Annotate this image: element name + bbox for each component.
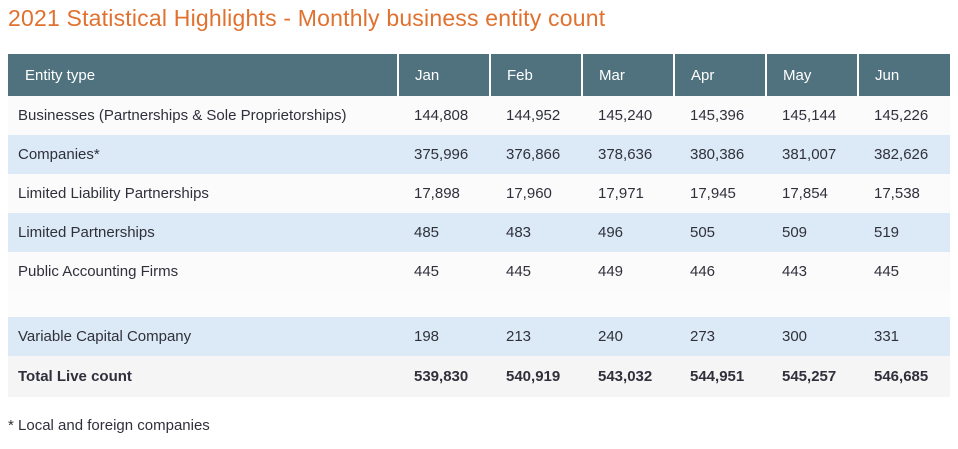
entity-count-table: Entity type Jan Feb Mar Apr May Jun Businesses… bbox=[8, 54, 950, 397]
value-cell: 449 bbox=[582, 252, 674, 291]
table-row: Businesses (Partnerships & Sole Propriet… bbox=[8, 96, 950, 135]
value-cell: 445 bbox=[490, 252, 582, 291]
footnote: * Local and foreign companies bbox=[8, 417, 210, 434]
table-body: Businesses (Partnerships & Sole Propriet… bbox=[8, 96, 950, 397]
value-cell: 144,952 bbox=[490, 96, 582, 135]
table-row: Companies* 375,996 376,866 378,636 380,386 38… bbox=[8, 135, 950, 174]
value-cell: 213 bbox=[490, 317, 582, 356]
table-row: Variable Capital Company 198 213 240 273 300 3… bbox=[8, 317, 950, 356]
value-cell bbox=[766, 291, 858, 317]
row-label-cell: Public Accounting Firms bbox=[8, 252, 398, 291]
value-cell bbox=[674, 291, 766, 317]
value-cell: 375,996 bbox=[398, 135, 490, 174]
header-cell-month: Mar bbox=[581, 54, 674, 96]
row-label-cell bbox=[8, 291, 398, 317]
page: 2021 Statistical Highlights - Monthly bu… bbox=[8, 5, 950, 434]
value-cell: 382,626 bbox=[858, 135, 950, 174]
value-cell: 17,971 bbox=[582, 174, 674, 213]
value-cell: 17,960 bbox=[490, 174, 582, 213]
value-cell: 17,854 bbox=[766, 174, 858, 213]
value-cell: 485 bbox=[398, 213, 490, 252]
row-label-cell: Companies* bbox=[8, 135, 398, 174]
header-cell-entity-type: Entity type bbox=[8, 54, 398, 96]
row-label-cell: Limited Liability Partnerships bbox=[8, 174, 398, 213]
table-header-row: Entity type Jan Feb Mar Apr May Jun bbox=[8, 54, 950, 96]
header-cell-month: Feb bbox=[489, 54, 582, 96]
table-header: Entity type Jan Feb Mar Apr May Jun bbox=[8, 54, 950, 96]
value-cell: 145,226 bbox=[858, 96, 950, 135]
value-cell: 519 bbox=[858, 213, 950, 252]
value-cell: 17,898 bbox=[398, 174, 490, 213]
value-cell: 380,386 bbox=[674, 135, 766, 174]
page-title: 2021 Statistical Highlights - Monthly bu… bbox=[8, 5, 606, 31]
value-cell bbox=[398, 291, 490, 317]
value-cell: 505 bbox=[674, 213, 766, 252]
value-cell bbox=[858, 291, 950, 317]
value-cell: 240 bbox=[582, 317, 674, 356]
header-cell-month: Jun bbox=[857, 54, 950, 96]
value-cell: 483 bbox=[490, 213, 582, 252]
value-cell: 331 bbox=[858, 317, 950, 356]
value-cell: 376,866 bbox=[490, 135, 582, 174]
table-row: Limited Liability Partnerships 17,898 17,9… bbox=[8, 174, 950, 213]
value-cell: 17,945 bbox=[674, 174, 766, 213]
header-cell-month: Jan bbox=[397, 54, 490, 96]
header-cell-month: Apr bbox=[673, 54, 766, 96]
header-cell-month: May bbox=[765, 54, 858, 96]
value-cell: 443 bbox=[766, 252, 858, 291]
value-cell: 496 bbox=[582, 213, 674, 252]
value-cell: 509 bbox=[766, 213, 858, 252]
value-cell: 17,538 bbox=[858, 174, 950, 213]
value-cell: 539,830 bbox=[398, 356, 490, 397]
row-label-cell: Variable Capital Company bbox=[8, 317, 398, 356]
value-cell: 544,951 bbox=[674, 356, 766, 397]
row-label-cell: Total Live count bbox=[8, 356, 398, 397]
total-row: Total Live count 539,830 540,919 543,032 544… bbox=[8, 356, 950, 397]
value-cell: 145,396 bbox=[674, 96, 766, 135]
row-label-cell: Limited Partnerships bbox=[8, 213, 398, 252]
value-cell: 543,032 bbox=[582, 356, 674, 397]
value-cell: 545,257 bbox=[766, 356, 858, 397]
value-cell: 273 bbox=[674, 317, 766, 356]
value-cell bbox=[490, 291, 582, 317]
value-cell: 446 bbox=[674, 252, 766, 291]
value-cell: 378,636 bbox=[582, 135, 674, 174]
value-cell: 300 bbox=[766, 317, 858, 356]
value-cell: 145,144 bbox=[766, 96, 858, 135]
spacer-row bbox=[8, 291, 950, 317]
value-cell: 144,808 bbox=[398, 96, 490, 135]
value-cell: 198 bbox=[398, 317, 490, 356]
value-cell: 445 bbox=[398, 252, 490, 291]
value-cell: 546,685 bbox=[858, 356, 950, 397]
value-cell bbox=[582, 291, 674, 317]
table-row: Limited Partnerships 485 483 496 505 509 519 bbox=[8, 213, 950, 252]
value-cell: 381,007 bbox=[766, 135, 858, 174]
table-row: Public Accounting Firms 445 445 449 446 443 44… bbox=[8, 252, 950, 291]
value-cell: 540,919 bbox=[490, 356, 582, 397]
row-label-cell: Businesses (Partnerships & Sole Propriet… bbox=[8, 96, 398, 135]
value-cell: 145,240 bbox=[582, 96, 674, 135]
value-cell: 445 bbox=[858, 252, 950, 291]
